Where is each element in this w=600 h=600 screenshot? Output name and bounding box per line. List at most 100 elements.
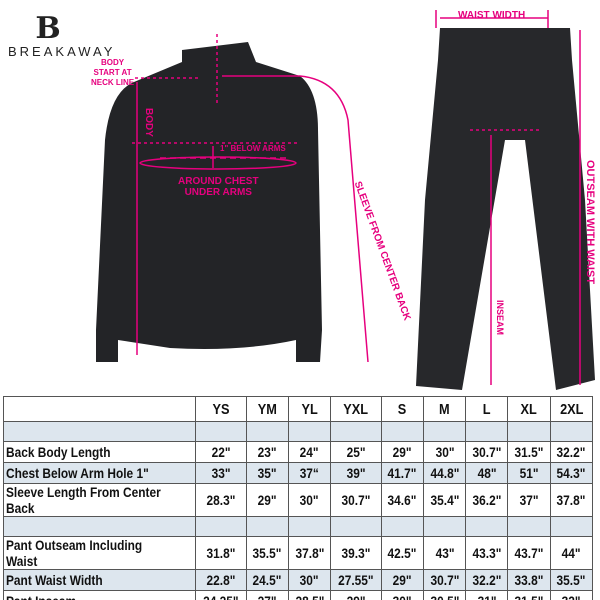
table-row: Sleeve Length From Center Back 28.3" 29" 30… <box>3 483 594 517</box>
measurement-cell: 30" <box>287 569 332 591</box>
measurement-cell-text: 32" <box>562 593 581 600</box>
below-arms-label: 1" BELOW ARMS <box>220 144 286 153</box>
measurement-cell-text: 44" <box>561 545 581 561</box>
measurement-cell-text: 24.5" <box>252 572 282 588</box>
measurement-cell: 37" <box>507 483 551 517</box>
size-header-text: S <box>398 400 407 418</box>
measurement-cell: 39.3" <box>330 536 382 570</box>
size-header: YS <box>195 396 247 422</box>
size-header-text: YM <box>257 400 277 418</box>
measurement-cell: 27" <box>245 590 289 600</box>
spacer-cell <box>465 516 509 537</box>
measurement-cell-text: 42.5" <box>387 545 417 561</box>
row-label: Chest Below Arm Hole 1" <box>3 462 196 484</box>
measurement-cell: 48" <box>465 462 509 484</box>
spacer-cell <box>422 421 467 442</box>
measurement-cell: 43.3" <box>465 536 509 570</box>
spacer-cell <box>245 516 289 537</box>
measurement-cell: 32.2" <box>549 441 594 463</box>
pants-image <box>416 28 595 390</box>
measurement-cell: 31" <box>465 590 509 600</box>
measurement-cell-text: 23" <box>257 444 277 460</box>
measurement-cell: 35.4" <box>422 483 467 517</box>
header-corner <box>3 396 196 422</box>
measurement-cell-text: 25" <box>346 444 366 460</box>
measurement-cell-text: 35.5" <box>252 545 282 561</box>
measurement-cell: 43" <box>422 536 467 570</box>
row-label-text: Back Body Length <box>6 444 111 460</box>
measurement-cell-text: 30" <box>435 444 455 460</box>
measurement-cell-text: 32.2" <box>556 444 586 460</box>
spacer-cell <box>287 421 332 442</box>
spacer-cell <box>465 421 509 442</box>
spacer-cell <box>195 516 247 537</box>
measurement-cell: 36.2" <box>465 483 509 517</box>
measurement-cell-text: 43" <box>435 545 455 561</box>
size-header-text: YL <box>301 400 318 418</box>
table-row: Chest Below Arm Hole 1" 33" 35" 37“ 39" 41.7"… <box>3 462 594 484</box>
measurement-cell: 28.3" <box>195 483 247 517</box>
garment-illustration <box>96 10 595 390</box>
measurement-cell-text: 44.8" <box>430 465 460 481</box>
measurement-cell: 23" <box>245 441 289 463</box>
measurement-cell-text: 31" <box>477 593 496 600</box>
measurement-cell-text: 29" <box>392 444 412 460</box>
measurement-cell: 30.7" <box>330 483 382 517</box>
measurement-cell-text: 36.2" <box>472 492 502 508</box>
row-label: Sleeve Length From Center Back <box>3 483 196 517</box>
measurement-cell-text: 28.3" <box>206 492 236 508</box>
measurement-cell: 30.7" <box>465 441 509 463</box>
size-header-text: 2XL <box>559 400 584 418</box>
measurement-cell: 37“ <box>287 462 332 484</box>
spacer-cell <box>330 421 382 442</box>
spacer-cell <box>549 516 594 537</box>
spacer-cell <box>3 421 196 442</box>
measurement-cell-text: 30" <box>300 572 319 588</box>
measurement-cell-text: 29" <box>346 593 365 600</box>
measurement-cell-text: 32.2" <box>472 572 502 588</box>
annotation-line: NECK LINE <box>91 78 135 87</box>
annotation-line: AROUND CHEST <box>178 176 259 187</box>
spacer-row <box>3 421 594 442</box>
measurement-cell-text: 22" <box>211 444 231 460</box>
measurement-cell: 24" <box>287 441 332 463</box>
spacer-cell <box>330 516 382 537</box>
row-label-text: Pant Inseam <box>6 593 76 600</box>
size-header: 2XL <box>549 396 594 422</box>
measurement-cell: 25" <box>330 441 382 463</box>
measurement-cell: 29" <box>245 483 289 517</box>
body-label: BODY <box>143 108 154 137</box>
row-label-text: Sleeve Length From Center Back <box>6 484 161 516</box>
measurement-cell-text: 43.3" <box>472 545 502 561</box>
measurement-cell: 31.5" <box>507 441 551 463</box>
measurement-cell-text: 29" <box>392 572 412 588</box>
measurement-cell: 51" <box>507 462 551 484</box>
jacket-image <box>96 42 322 362</box>
measurement-cell-text: 31.5" <box>514 444 544 460</box>
row-label: Pant Inseam <box>3 590 196 600</box>
size-header-text: L <box>482 400 491 418</box>
measurement-cell: 31.8" <box>195 536 247 570</box>
measurement-cell: 28.5" <box>287 590 332 600</box>
measurement-cell-text: 39" <box>346 465 366 481</box>
spacer-cell <box>507 421 551 442</box>
measurement-cell: 44.8" <box>422 462 467 484</box>
measurement-cell-text: 37.8" <box>295 545 324 561</box>
measurement-cell-text: 35.4" <box>430 492 460 508</box>
size-header: YXL <box>330 396 382 422</box>
measurement-cell-text: 33" <box>211 465 231 481</box>
size-header: XL <box>507 396 551 422</box>
size-header: L <box>465 396 509 422</box>
measurement-cell: 22" <box>195 441 247 463</box>
table-row: Pant Inseam 24.25" 27" 28.5" 29" 30" 30.5" 31" 3… <box>3 590 594 600</box>
measurement-cell-text: 37“ <box>299 465 320 481</box>
measurement-cell-text: 31.5" <box>515 593 544 600</box>
measurement-cell-text: 33.8" <box>514 572 544 588</box>
spacer-cell <box>3 516 196 537</box>
spacer-cell <box>380 421 425 442</box>
measurement-cell: 32.2" <box>465 569 509 591</box>
spacer-cell <box>287 516 332 537</box>
measurement-cell-text: 39.3" <box>341 545 371 561</box>
measurement-cell-text: 51" <box>519 465 539 481</box>
